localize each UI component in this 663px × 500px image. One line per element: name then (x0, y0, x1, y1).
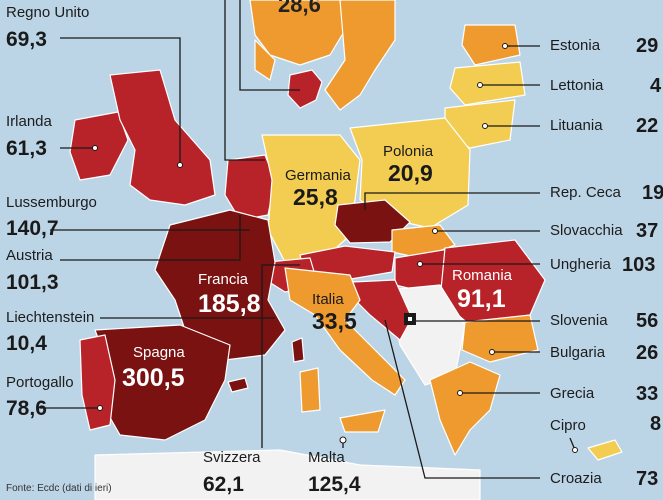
finland-shape (324, 0, 396, 111)
label-austria-name: Austria (6, 247, 53, 264)
label-regno-unito-value: 69,3 (6, 28, 47, 51)
cyprus-shape (587, 439, 623, 461)
label-grecia-value: 33 (636, 383, 659, 405)
label-liechtenstein-name: Liechtenstein (6, 309, 95, 326)
label-polonia-name: Polonia (383, 143, 434, 160)
label-lussemburgo-value: 140,7 (6, 217, 59, 240)
label-romania-name: Romania (452, 267, 513, 284)
balearic-shape (227, 377, 249, 393)
top-cut-value: 28,6 (278, 0, 321, 17)
label-germania-name: Germania (285, 167, 351, 184)
label-regno-unito-name: Regno Unito (6, 4, 90, 21)
label-austria-value: 101,3 (6, 271, 59, 294)
label-svizzera-value: 62,1 (203, 473, 244, 496)
label-malta-name: Malta (308, 449, 345, 466)
label-italia-name: Italia (312, 291, 344, 308)
france-shape (154, 209, 286, 361)
label-lituania-name: Lituania (550, 117, 603, 134)
uk-shape (109, 69, 216, 206)
label-romania-value: 91,1 (457, 285, 506, 313)
label-polonia-value: 20,9 (388, 160, 433, 186)
label-bulgaria-value: 26 (636, 342, 659, 364)
label-malta-value: 125,4 (308, 473, 361, 496)
label-slovacchia-value: 37 (636, 220, 659, 242)
italy-shape (284, 267, 406, 396)
label-svizzera-name: Svizzera (203, 449, 261, 466)
norway-shape (254, 39, 276, 81)
label-cipro-name: Cipro (550, 417, 586, 434)
label-germania-value: 25,8 (293, 184, 338, 210)
label-spagna-value: 300,5 (122, 364, 185, 392)
capital-dots (92, 43, 578, 453)
sardinia-shape (299, 367, 321, 413)
label-portogallo-value: 78,6 (6, 397, 47, 420)
label-grecia-name: Grecia (550, 385, 595, 402)
label-francia-value: 185,8 (198, 290, 261, 318)
benelux-shape (224, 154, 276, 221)
label-rep-ceca-name: Rep. Ceca (550, 184, 621, 201)
label-lituania-value: 22 (636, 115, 659, 137)
north-africa-shape (94, 449, 481, 500)
label-ungheria-value: 103 (622, 254, 656, 276)
bulgaria-shape (461, 314, 539, 363)
label-bulgaria-name: Bulgaria (550, 344, 606, 361)
portugal-shape (79, 334, 116, 431)
label-croazia-name: Croazia (550, 470, 602, 487)
latvia-shape (449, 61, 526, 106)
label-slovenia-name: Slovenia (550, 312, 608, 329)
estonia-shape (461, 24, 521, 66)
leader-lines (40, 0, 576, 479)
denmark-shape (287, 69, 323, 109)
label-croazia-value: 73 (636, 468, 659, 490)
label-irlanda-name: Irlanda (6, 113, 52, 130)
label-spagna-name: Spagna (133, 344, 185, 361)
label-lussemburgo-name: Lussemburgo (6, 194, 97, 211)
label-estonia-name: Estonia (550, 37, 601, 54)
label-francia-name: Francia (198, 271, 249, 288)
czech-shape (334, 199, 411, 244)
label-irlanda-value: 61,3 (6, 137, 47, 160)
label-cipro-value: 8 (650, 413, 662, 435)
greece-shape (429, 361, 501, 456)
label-slovacchia-name: Slovacchia (550, 222, 623, 239)
label-slovenia-value: 56 (636, 310, 659, 332)
label-ungheria-name: Ungheria (550, 256, 611, 273)
label-lettonia-value: 4 (650, 75, 662, 97)
label-portogallo-name: Portogallo (6, 374, 74, 391)
slovenia-marker-inner (408, 317, 412, 321)
source-note: Fonte: Ecdc (dati di ieri) (6, 483, 112, 494)
label-italia-value: 33,5 (312, 308, 357, 334)
label-lettonia-name: Lettonia (550, 77, 604, 94)
sicily-shape (339, 409, 386, 433)
ireland-shape (69, 111, 129, 181)
corsica-shape (291, 337, 305, 363)
label-estonia-value: 29 (636, 35, 659, 57)
label-rep-ceca-value: 19 (642, 182, 663, 204)
label-liechtenstein-value: 10,4 (6, 332, 47, 355)
